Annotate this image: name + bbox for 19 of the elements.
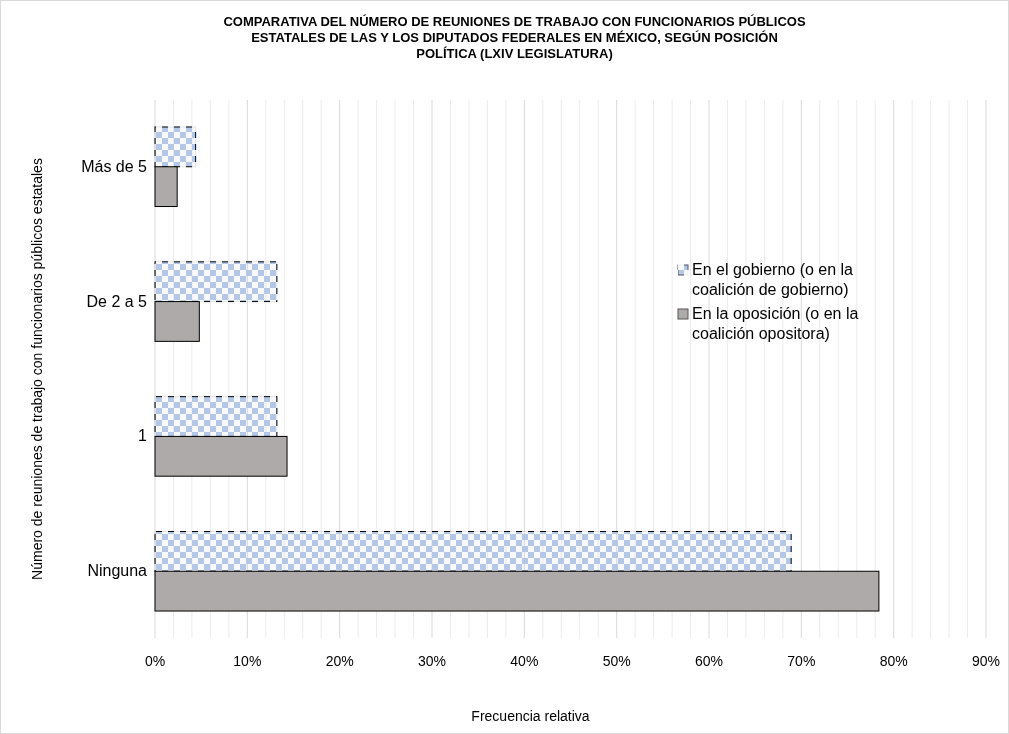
legend-label: En el gobierno (o en la coalición de gobierno): [692, 261, 854, 298]
x-tick-label: 0%: [144, 653, 166, 669]
x-tick-label: 60%: [694, 653, 724, 669]
y-tick-label: 1: [138, 427, 148, 445]
x-tick-label: 10%: [233, 653, 262, 669]
y-tick-label: Más de 5: [81, 157, 148, 175]
x-tick-label: 70%: [787, 653, 816, 669]
x-tick-label: 90%: [971, 653, 1001, 669]
y-tick-label: De 2 a 5: [86, 292, 148, 310]
x-tick-label: 80%: [879, 653, 908, 669]
x-tick-label: 40%: [510, 653, 539, 669]
legend-label: En la oposición (o en la coalición opositora): [692, 305, 859, 342]
y-tick-label: Ninguna: [87, 562, 148, 580]
x-tick-label: 30%: [417, 653, 447, 669]
chart-title: COMPARATIVA DEL NÚMERO DE REUNIONES DE TRABAJO CON FUNCIONARIOS PÚBLICOS ESTATALES DE LAS Y LOS DIPUTADOS FEDERALES EN MÉXICO, SEGÚN POSICIÓN POLÍTICA (LXIV LEGISLATURA): [223, 14, 806, 61]
x-tick-label: 50%: [602, 653, 631, 669]
x-axis-title: Frecuencia relativa: [471, 708, 590, 724]
y-axis-title: Número de reuniones de trabajo con funcionarios públicos estatales: [29, 158, 45, 580]
x-tick-label: 20%: [325, 653, 354, 669]
